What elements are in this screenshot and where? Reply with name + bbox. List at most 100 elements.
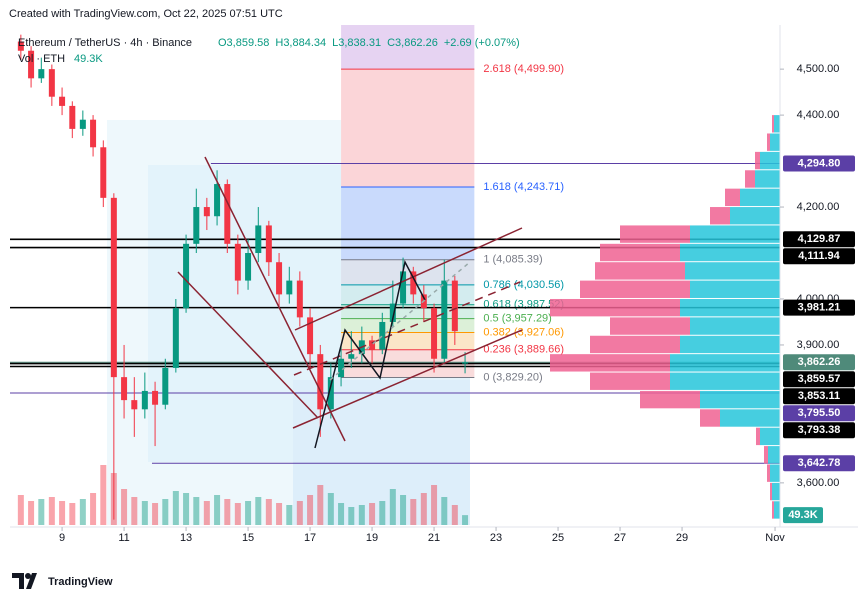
volume-bar <box>369 503 376 525</box>
volume-bar <box>28 501 35 525</box>
profile-up <box>730 207 780 225</box>
trend-line <box>204 156 346 442</box>
tags-group: 4,294.80 4,129.87 4,111.94 3,981.21 3,862.26… <box>783 155 855 524</box>
candle-body <box>131 400 138 410</box>
profile-up <box>670 372 780 390</box>
profile-up <box>680 335 780 354</box>
volume-bar <box>110 473 117 525</box>
candle-body <box>255 225 262 254</box>
volume-bar <box>265 499 272 525</box>
volume-bar <box>152 503 159 525</box>
profile-down <box>620 225 690 243</box>
candle-body <box>389 303 396 322</box>
candle-body <box>141 390 148 410</box>
candle-body <box>38 69 45 79</box>
x-tick-label: 11 <box>118 532 129 544</box>
profile-up <box>680 298 780 317</box>
ohlc-value: O3,859.58 <box>218 37 269 49</box>
profile-up <box>774 115 780 133</box>
profile-up <box>770 133 780 151</box>
x-tick-label: 29 <box>676 532 688 544</box>
volume-bar <box>338 503 345 525</box>
price-tag-label: 3,795.50 <box>798 407 841 419</box>
created-note: Created with TradingView.com, Oct 22, 20… <box>9 8 283 20</box>
price-tag-label: 3,981.21 <box>798 302 841 314</box>
fib-label: 0.5 (3,957.29) <box>483 313 551 325</box>
candle-body <box>431 308 438 359</box>
fib-band <box>341 318 475 333</box>
profile-up <box>680 243 780 262</box>
candle-body <box>48 69 55 97</box>
volume-bar <box>214 495 221 525</box>
profile-down <box>710 207 730 225</box>
symbol: Ethereum / TetherUS · 4h · Binance <box>18 37 192 49</box>
candle-body <box>152 390 159 405</box>
candle-body <box>234 243 241 281</box>
zigzag <box>314 259 426 449</box>
fib-band <box>341 25 475 70</box>
profile-up <box>770 464 780 482</box>
volume-bar <box>431 485 438 525</box>
candle-body <box>69 105 76 129</box>
x-tick-label: 9 <box>59 532 65 544</box>
price-tag <box>783 354 855 371</box>
profile-up <box>685 262 780 280</box>
logo-icon <box>25 573 31 579</box>
volume-bar <box>172 491 179 525</box>
volume-bar <box>48 497 55 525</box>
fib-band <box>341 69 475 187</box>
price-tag <box>783 299 855 316</box>
profile-down <box>580 280 690 298</box>
profile-up <box>690 225 780 243</box>
profile-up <box>768 446 780 464</box>
price-tag <box>783 155 855 172</box>
fib-label: 2.618 (4,499.90) <box>483 63 564 75</box>
price-tag <box>783 231 855 248</box>
profile-down <box>772 501 774 519</box>
trend-line <box>294 227 523 331</box>
volume-bar <box>379 501 386 525</box>
volume-bar <box>121 489 128 525</box>
candle-body <box>203 207 210 217</box>
fib-label: 0.236 (3,889.66) <box>483 344 564 356</box>
y-tick-label: 3,600.00 <box>797 477 840 489</box>
candle-body <box>79 119 86 129</box>
candle-body <box>317 354 324 410</box>
volume-bar <box>224 499 231 525</box>
candle-body <box>451 280 458 332</box>
fib-label: 1 (4,085.39) <box>483 254 542 266</box>
fib-band <box>341 186 475 260</box>
trend-line <box>329 261 471 381</box>
candle-body <box>296 280 303 318</box>
y-tick-label: 4,500.00 <box>797 63 840 75</box>
profile-down <box>767 133 770 151</box>
volume-tag-label: 49.3K <box>788 509 817 521</box>
candle-body <box>172 308 179 368</box>
price-tag <box>783 455 855 472</box>
volume-bar <box>358 505 365 525</box>
profile-down <box>745 170 755 188</box>
profile-down <box>595 262 685 280</box>
candle-body <box>245 253 252 281</box>
price-tag <box>783 371 855 388</box>
volume-bar <box>451 505 458 525</box>
profile-up <box>772 482 780 501</box>
price-tag-label: 3,642.78 <box>798 457 841 469</box>
candle-body <box>369 340 376 350</box>
candle-body <box>441 280 448 359</box>
candle-body <box>327 377 334 410</box>
price-tag <box>783 405 855 422</box>
candle-body <box>17 41 24 51</box>
x-tick-label: 21 <box>428 532 440 544</box>
volume-bar <box>441 497 448 525</box>
fib-label: 0.786 (4,030.56) <box>483 279 564 291</box>
price-tag <box>783 248 855 265</box>
volume-bar <box>286 505 293 525</box>
profile-up <box>690 280 780 298</box>
volume-bar <box>203 501 210 525</box>
volume-bar <box>462 515 469 525</box>
price-tag-label: 4,129.87 <box>798 233 841 245</box>
price-tag <box>783 388 855 405</box>
profile-down <box>725 188 740 207</box>
volume-bar <box>296 501 303 525</box>
